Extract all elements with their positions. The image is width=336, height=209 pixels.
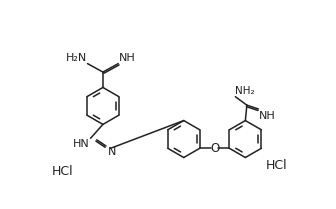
Text: NH₂: NH₂ (235, 86, 254, 96)
Text: NH: NH (259, 111, 276, 121)
Text: H₂N: H₂N (66, 53, 87, 63)
Text: O: O (210, 142, 219, 155)
Text: NH: NH (119, 53, 136, 63)
Text: HCl: HCl (52, 165, 74, 178)
Text: HN: HN (73, 139, 90, 149)
Text: N: N (108, 147, 116, 157)
Text: HCl: HCl (266, 159, 288, 172)
